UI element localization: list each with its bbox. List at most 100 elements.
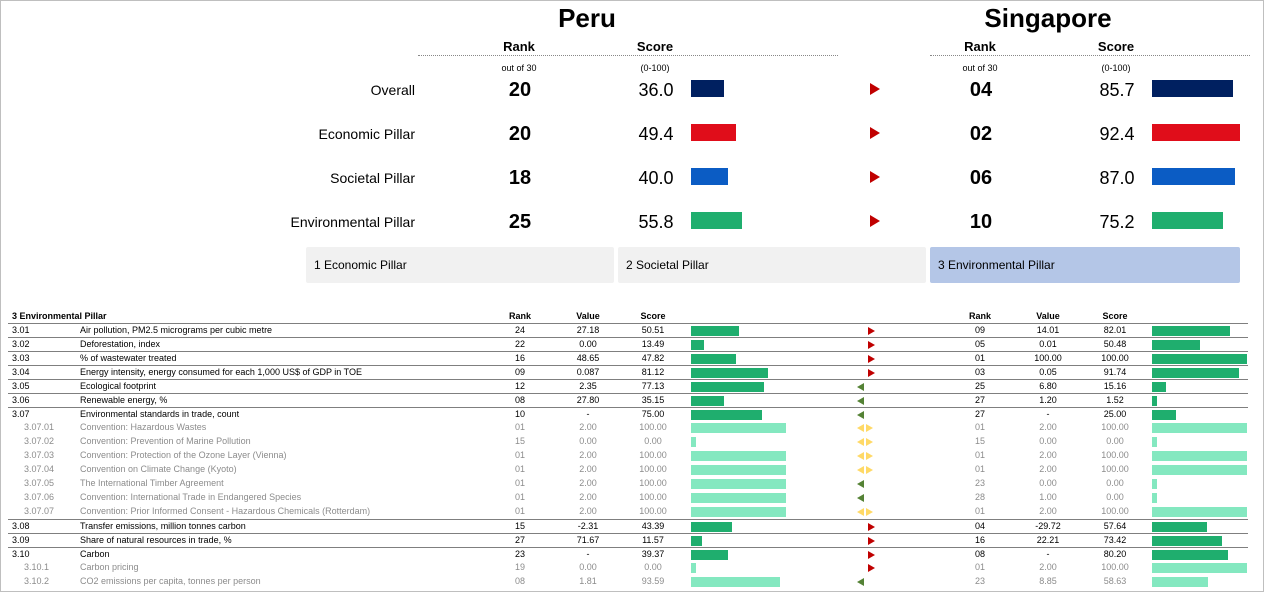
indicator-name: Carbon (80, 549, 110, 559)
right-rank: 15 (974, 436, 985, 446)
right-rank: 16 (974, 535, 985, 545)
table-row: 3.01 Air pollution, PM2.5 micrograms per… (8, 323, 1248, 338)
left-header-divider (418, 55, 838, 56)
right-score: 0.00 (1106, 492, 1124, 502)
left-value: 2.00 (579, 492, 597, 502)
left-score-bar (691, 382, 765, 392)
right-summary-rank: 10 (969, 211, 993, 233)
indicator-code: 3.09 (12, 535, 30, 545)
arrow-left-icon (857, 397, 864, 405)
left-summary-rank: 20 (508, 123, 532, 145)
summary-label: Overall (370, 82, 415, 98)
right-score-bar (1152, 396, 1157, 406)
indicator-name: Renewable energy, % (80, 395, 168, 405)
right-score-bar (1152, 536, 1222, 546)
table-row: 3.08 Transfer emissions, million tonnes … (8, 519, 1248, 534)
left-value: -2.31 (577, 521, 599, 531)
left-score: 47.82 (641, 353, 665, 363)
arrow-both-icon (857, 424, 873, 432)
tab-economic-pillar[interactable]: 1 Economic Pillar (306, 247, 614, 283)
table-row: 3.10.2 CO2 emissions per capita, tonnes … (8, 575, 1248, 589)
right-value: 0.00 (1039, 436, 1057, 446)
indicator-name: Convention: Prior Informed Consent - Haz… (80, 506, 371, 516)
left-score: 77.13 (641, 381, 665, 391)
right-value: 2.00 (1039, 450, 1057, 460)
right-value: 0.01 (1039, 339, 1057, 349)
left-score: 81.12 (641, 367, 665, 377)
arrow-right-icon (868, 327, 875, 335)
right-score: 58.63 (1103, 576, 1127, 586)
right-summary-bar (1152, 124, 1240, 141)
left-value: 2.00 (579, 422, 597, 432)
right-summary-score: 85.7 (1099, 80, 1135, 100)
right-value: -29.72 (1035, 521, 1061, 531)
right-score-bar (1152, 437, 1157, 447)
left-summary-bar (691, 168, 728, 185)
right-score: 100.00 (1101, 464, 1129, 474)
table-row: 3.07.04 Convention on Climate Change (Ky… (8, 463, 1248, 477)
left-value: 27.18 (576, 325, 600, 335)
right-header-divider (930, 55, 1250, 56)
tab-environmental-pillar[interactable]: 3 Environmental Pillar (930, 247, 1240, 283)
tab-societal-pillar[interactable]: 2 Societal Pillar (618, 247, 926, 283)
left-score-bar (691, 326, 739, 336)
indicator-code: 3.06 (12, 395, 30, 405)
left-score: 100.00 (639, 506, 667, 516)
arrow-right-icon (868, 551, 875, 559)
indicator-code: 3.07.07 (24, 506, 55, 516)
left-value: 2.00 (579, 506, 597, 516)
right-summary-rank: 04 (969, 79, 993, 101)
left-score: 11.57 (642, 535, 664, 545)
right-score-bar (1152, 550, 1229, 560)
arrow-left-icon (857, 494, 864, 502)
right-score: 100.00 (1101, 353, 1129, 363)
right-rank: 01 (974, 464, 985, 474)
table-row: 3.07.01 Convention: Hazardous Wastes 01 … (8, 421, 1248, 435)
left-summary-rank: 20 (508, 79, 532, 101)
detail-right-rank-header: Rank (968, 311, 991, 321)
right-summary-score: 92.4 (1099, 124, 1135, 144)
arrow-both-icon (857, 466, 873, 474)
table-row: 3.10.1 Carbon pricing 19 0.00 0.00 01 2.… (8, 561, 1248, 575)
left-score: 50.51 (641, 325, 665, 335)
left-rank: 01 (514, 464, 525, 474)
left-rank: 15 (514, 521, 525, 531)
left-summary-score: 49.4 (638, 124, 674, 144)
left-score-bar (691, 507, 786, 517)
right-rank: 27 (974, 395, 985, 405)
left-score: 100.00 (639, 492, 667, 502)
right-score: 25.00 (1103, 409, 1127, 419)
left-rank: 15 (514, 436, 525, 446)
left-value: 48.65 (576, 353, 600, 363)
right-rank: 01 (974, 506, 985, 516)
left-score-bar (691, 354, 737, 364)
right-score: 0.00 (1106, 478, 1124, 488)
detail-section-title: 3 Environmental Pillar (12, 311, 107, 321)
left-score-bar (691, 493, 786, 503)
left-score: 0.00 (644, 436, 662, 446)
left-summary-score: 40.0 (638, 168, 674, 188)
right-score: 57.64 (1103, 521, 1127, 531)
left-score-bar (691, 340, 704, 350)
right-score: 1.52 (1106, 395, 1124, 405)
right-rank: 27 (974, 409, 985, 419)
left-score-bar (691, 577, 780, 587)
table-row: 3.05 Ecological footprint 12 2.35 77.13 … (8, 379, 1248, 394)
left-score-bar (691, 368, 769, 378)
indicator-code: 3.07.04 (24, 464, 55, 474)
right-score-bar (1152, 410, 1176, 420)
right-rank: 08 (974, 549, 985, 559)
comparison-arrow-icon (870, 127, 880, 139)
arrow-right-icon (868, 369, 875, 377)
left-rank: 10 (514, 409, 525, 419)
left-score-bar (691, 536, 702, 546)
right-score-bar (1152, 451, 1247, 461)
table-row: 3.04 Energy intensity, energy consumed f… (8, 365, 1248, 380)
left-country-title: Peru (558, 3, 616, 33)
left-score-header: Score (636, 39, 674, 54)
detail-left-score-header: Score (640, 311, 666, 321)
right-rank: 23 (974, 576, 985, 586)
left-score: 35.15 (641, 395, 665, 405)
right-score: 15.16 (1103, 381, 1127, 391)
table-row: 3.07.02 Convention: Prevention of Marine… (8, 435, 1248, 449)
